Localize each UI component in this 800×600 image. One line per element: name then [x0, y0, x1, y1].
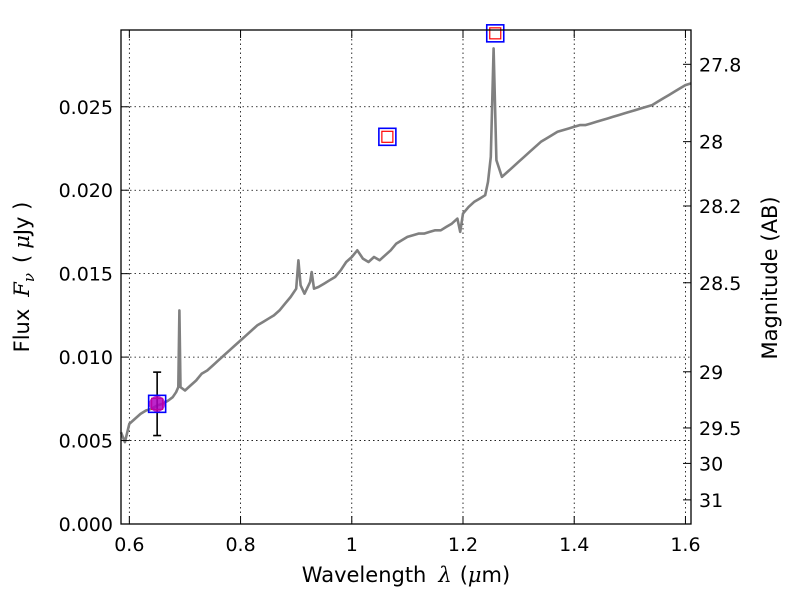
y2-tick-label: 27.8	[699, 54, 741, 76]
photometry-inner-square	[489, 27, 502, 40]
x-tick-label: 1.6	[670, 534, 700, 556]
y2-axis-label: Magnitude (AB)	[758, 196, 782, 359]
y-tick-label: 0.000	[59, 514, 113, 536]
y2-axis-ticks: 27.8 28 28.2 28.5 29 29.5 30 31	[683, 54, 741, 512]
y2-tick-label: 29	[699, 362, 723, 384]
x-tick-label: 1.4	[559, 534, 589, 556]
grid-lines	[121, 30, 691, 524]
y2-tick-label: 28.5	[699, 273, 741, 295]
x-axis-ticks: 0.6 0.8 1 1.2 1.4 1.6	[114, 30, 701, 556]
y2-tick-label: 30	[699, 453, 723, 475]
y-tick-label: 0.015	[59, 264, 113, 286]
y-axis-ticks: 0.000 0.005 0.010 0.015 0.020 0.025	[59, 97, 129, 536]
y-tick-label: 0.005	[59, 431, 113, 453]
x-axis-label: Wavelength λ (μm)	[302, 563, 510, 587]
photometry-dot	[149, 395, 166, 412]
y2-tick-label: 28.2	[699, 196, 741, 218]
photometry-inner-square	[381, 130, 394, 143]
photometry-markers	[147, 24, 505, 437]
y-axis-label: FluxFν(μJy )	[10, 202, 38, 353]
x-tick-label: 0.6	[114, 534, 144, 556]
photometry-square	[378, 127, 397, 147]
plot-frame	[120, 29, 692, 525]
x-tick-label: 1	[346, 534, 358, 556]
x-tick-label: 1.2	[448, 534, 478, 556]
spectrum-series	[119, 47, 692, 444]
y-tick-label: 0.020	[59, 180, 113, 202]
y-tick-label: 0.010	[59, 347, 113, 369]
photometry-square	[147, 394, 167, 414]
y2-tick-label: 31	[699, 490, 723, 512]
x-tick-label: 0.8	[225, 534, 255, 556]
photometry-square	[485, 24, 505, 43]
y-tick-label: 0.025	[59, 97, 113, 119]
y2-tick-label: 28	[699, 132, 723, 154]
y2-tick-label: 29.5	[699, 418, 741, 440]
spectrum-line	[119, 47, 692, 444]
